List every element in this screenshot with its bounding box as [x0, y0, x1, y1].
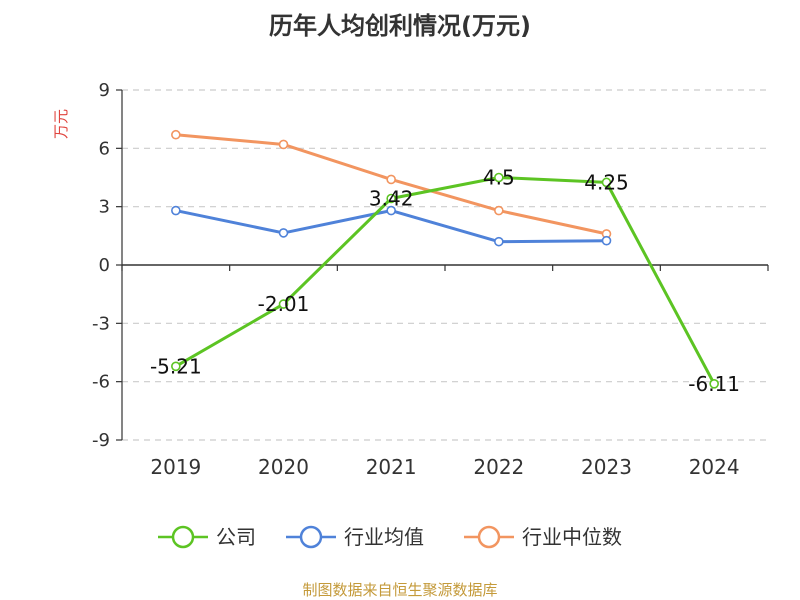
x-tick-label: 2023	[581, 455, 632, 479]
data-point	[494, 236, 504, 247]
legend-marker	[477, 525, 501, 549]
series-line	[175, 176, 716, 385]
data-point	[494, 205, 504, 216]
data-point	[601, 235, 612, 246]
legend-marker	[299, 525, 323, 549]
data-point	[601, 177, 612, 188]
chart-title: 历年人均创利情况(万元)	[269, 12, 531, 40]
data-point	[278, 228, 289, 238]
data-point	[278, 299, 289, 309]
data-point	[386, 174, 396, 185]
data-labels: -5.21 -2.01 3.42 4.5 4.25 -6.11	[150, 166, 740, 396]
y-tick-label: -9	[92, 430, 110, 451]
data-point	[709, 379, 719, 389]
x-tick-label: 2020	[258, 455, 309, 479]
data-point	[171, 361, 181, 372]
data-point	[494, 172, 504, 183]
data-point	[386, 205, 396, 216]
axes: 9 6 3 0 -3 -6 -9 2019 2020 2021 2022 2023 2024	[92, 80, 769, 479]
data-label: 4.25	[584, 170, 629, 194]
data-point	[278, 139, 289, 150]
data-point	[171, 205, 181, 216]
source-footer: 制图数据来自恒生聚源数据库	[302, 581, 497, 599]
series-line	[175, 133, 607, 236]
y-tick-label: -6	[92, 372, 110, 393]
series-group	[171, 129, 719, 389]
x-tick-label: 2019	[150, 455, 201, 479]
data-label: -6.11	[688, 372, 740, 396]
legend-label: 行业均值	[344, 525, 424, 549]
x-tick-label: 2021	[366, 455, 417, 479]
y-axis-label: 万元	[52, 109, 70, 139]
legend-label: 行业中位数	[522, 525, 622, 549]
x-tick-label: 2022	[473, 455, 524, 479]
legend: 公司 行业均值 行业中位数	[158, 525, 622, 549]
legend-marker	[171, 525, 195, 549]
y-tick-label: 0	[99, 255, 110, 276]
data-label: 4.5	[483, 166, 515, 190]
data-label: -2.01	[258, 292, 310, 316]
y-tick-label: -3	[92, 313, 110, 334]
legend-label: 公司	[216, 525, 256, 549]
y-tick-label: 3	[99, 197, 110, 218]
data-label: -5.21	[150, 354, 202, 378]
y-tick-label: 9	[99, 80, 110, 101]
data-label: 3.42	[369, 187, 414, 211]
data-point	[171, 129, 181, 140]
y-tick-label: 6	[99, 138, 110, 159]
grid	[122, 89, 768, 441]
data-point	[386, 193, 396, 204]
x-tick-label: 2024	[689, 455, 740, 479]
